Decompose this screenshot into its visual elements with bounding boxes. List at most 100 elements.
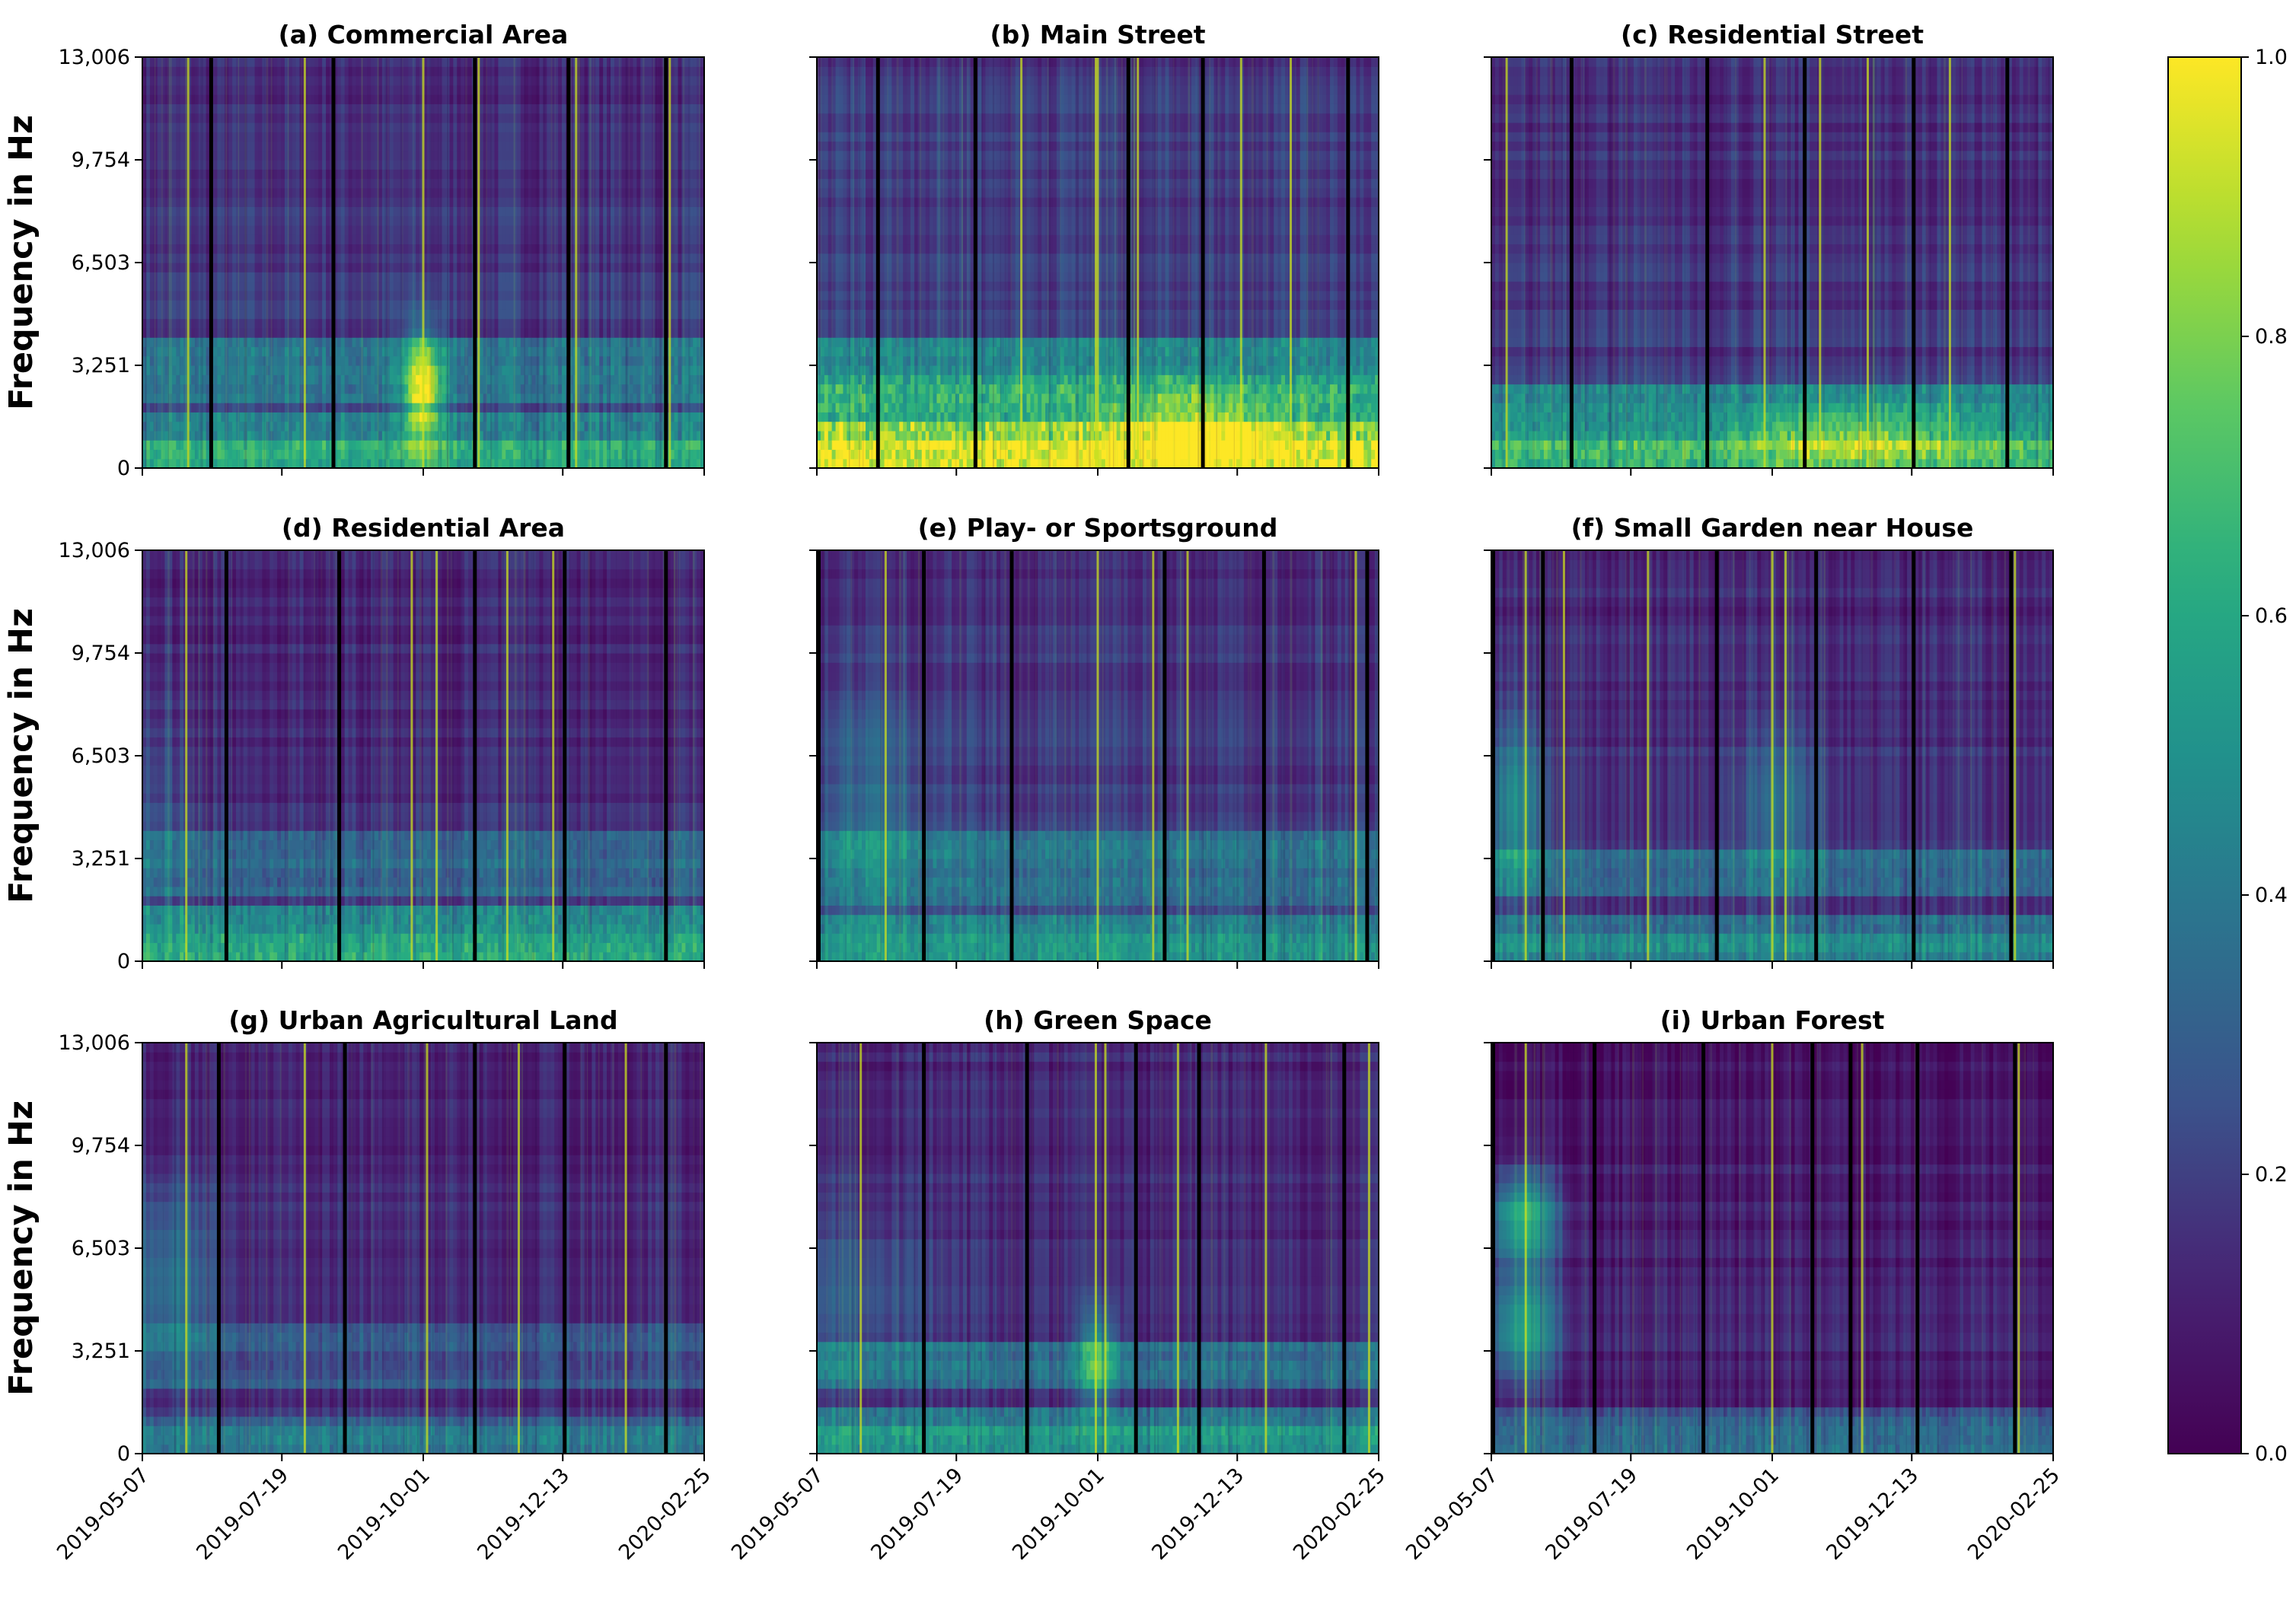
heatmap-cell	[292, 300, 297, 310]
heatmap-cell	[363, 76, 368, 86]
heatmap-cell	[251, 384, 256, 394]
heatmap-cell	[337, 346, 342, 356]
heatmap-cell	[247, 234, 252, 244]
heatmap-cell	[314, 291, 319, 301]
heatmap-cell	[281, 188, 285, 198]
heatmap-cell	[408, 179, 413, 189]
heatmap-cell	[292, 85, 297, 95]
heatmap-cell	[404, 346, 409, 356]
heatmap-cell	[255, 206, 260, 216]
heatmap-cell	[337, 179, 342, 189]
heatmap-cell	[453, 206, 458, 216]
heatmap-cell	[292, 66, 297, 76]
heatmap-cell	[247, 309, 252, 319]
heatmap-cell	[247, 151, 252, 161]
heatmap-cell	[307, 151, 311, 161]
heatmap-cell	[240, 188, 244, 198]
heatmap-cell	[307, 206, 311, 216]
heatmap-cell	[412, 216, 416, 226]
heatmap-cell	[255, 151, 260, 161]
heatmap-cell	[273, 412, 278, 422]
heatmap-cell	[509, 346, 514, 356]
heatmap-cell	[442, 393, 447, 403]
heatmap-cell	[259, 328, 263, 338]
heatmap-cell	[221, 188, 225, 198]
heatmap-cell	[228, 309, 233, 319]
heatmap-cell	[356, 234, 360, 244]
heatmap-cell	[367, 319, 372, 329]
heatmap-cell	[213, 337, 218, 347]
heatmap-cell	[540, 188, 544, 198]
heatmap-cell	[453, 94, 458, 104]
heatmap-cell	[498, 272, 502, 282]
heatmap-cell	[158, 94, 162, 104]
heatmap-cell	[341, 365, 346, 375]
heatmap-cell	[502, 272, 506, 282]
heatmap-cell	[517, 66, 521, 76]
heatmap-cell	[255, 300, 260, 310]
heatmap-cell	[217, 225, 222, 235]
heatmap-cell	[457, 141, 461, 151]
heatmap-cell	[213, 244, 218, 253]
heatmap-cell	[363, 263, 368, 272]
heatmap-cell	[412, 440, 416, 450]
heatmap-cell	[412, 94, 416, 104]
heatmap-cell	[461, 337, 465, 347]
heatmap-cell	[416, 169, 420, 179]
heatmap-cell	[367, 356, 372, 366]
heatmap-cell	[228, 403, 233, 412]
heatmap-cell	[442, 328, 447, 338]
heatmap-cell	[408, 76, 413, 86]
heatmap-cell	[349, 365, 353, 375]
heatmap-cell	[502, 337, 506, 347]
heatmap-cell	[228, 234, 233, 244]
heatmap-cell	[150, 188, 155, 198]
heatmap-cell	[378, 179, 383, 189]
heatmap-cell	[150, 272, 155, 282]
heatmap-cell	[480, 225, 484, 235]
heatmap-cell	[311, 216, 315, 226]
heatmap-cell	[314, 356, 319, 366]
heatmap-cell	[172, 57, 177, 67]
heatmap-cell	[311, 384, 315, 394]
heatmap-cell	[390, 94, 394, 104]
heatmap-cell	[326, 160, 330, 170]
heatmap-cell	[172, 179, 177, 189]
heatmap-cell	[172, 412, 177, 422]
heatmap-cell	[228, 132, 233, 142]
heatmap-cell	[172, 76, 177, 86]
heatmap-cell	[273, 113, 278, 123]
heatmap-cell	[259, 216, 263, 226]
heatmap-cell	[318, 319, 323, 329]
heatmap-cell	[277, 384, 282, 394]
heatmap-cell	[251, 57, 256, 67]
heatmap-cell	[480, 291, 484, 301]
heatmap-cell	[158, 393, 162, 403]
heatmap-cell	[240, 179, 244, 189]
heatmap-cell	[371, 328, 375, 338]
heatmap-cell	[232, 374, 237, 384]
heatmap-cell	[449, 412, 454, 422]
heatmap-cell	[296, 132, 301, 142]
heatmap-cell	[228, 422, 233, 432]
heatmap-cell	[505, 328, 510, 338]
heatmap-cell	[273, 282, 278, 291]
heatmap-cell	[517, 94, 521, 104]
heatmap-cell	[378, 113, 383, 123]
heatmap-cell	[232, 76, 237, 86]
heatmap-cell	[191, 300, 196, 310]
heatmap-cell	[416, 66, 420, 76]
heatmap-cell	[277, 66, 282, 76]
heatmap-cell	[273, 225, 278, 235]
heatmap-cell	[292, 151, 297, 161]
heatmap-cell	[562, 431, 566, 441]
heatmap-cell	[378, 403, 383, 412]
heatmap-cell	[378, 272, 383, 282]
heatmap-cell	[326, 272, 330, 282]
heatmap-cell	[318, 422, 323, 432]
heatmap-cell	[251, 169, 256, 179]
heatmap-cell	[356, 337, 360, 347]
heatmap-cell	[289, 76, 293, 86]
heatmap-cell	[371, 104, 375, 113]
heatmap-cell	[217, 337, 222, 347]
